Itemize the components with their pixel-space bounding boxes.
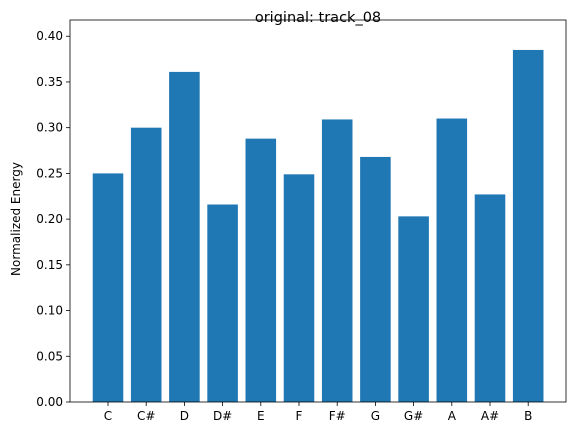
bar-b <box>512 49 544 402</box>
x-tick-label: E <box>257 409 265 423</box>
bar-g-sharp <box>398 216 429 402</box>
bar-f <box>283 174 315 402</box>
y-tick-label: 0.05 <box>36 349 63 363</box>
y-ticks-group: 0.00 0.05 0.10 0.15 0.20 0.25 0.30 0.35 0.40 <box>36 29 70 409</box>
bar-c-sharp <box>130 127 162 403</box>
y-axis-label: Normalized Energy <box>9 162 23 276</box>
bar-a <box>436 118 468 402</box>
x-tick-label: F# <box>329 409 346 423</box>
x-tick-label: D <box>180 409 189 423</box>
y-tick-label: 0.00 <box>36 395 63 409</box>
x-tick-label: A <box>448 409 457 423</box>
x-ticks-group: C C# D D# E F F# G G# A A# B <box>104 402 532 423</box>
bar-d <box>169 71 200 403</box>
bar-e <box>245 138 277 402</box>
plot-frame <box>69 19 567 403</box>
bars-group <box>92 49 544 403</box>
y-tick-label: 0.10 <box>36 304 63 318</box>
bar-a-sharp <box>474 194 506 402</box>
bar-d-sharp <box>207 204 238 402</box>
x-tick-label: G <box>371 409 380 423</box>
x-tick-label: G# <box>404 409 423 423</box>
bar-c <box>92 173 124 402</box>
y-tick-label: 0.30 <box>36 121 63 135</box>
x-tick-label: B <box>524 409 532 423</box>
y-tick-label: 0.15 <box>36 258 63 272</box>
bar-g <box>360 156 391 402</box>
x-tick-label: A# <box>481 409 499 423</box>
x-tick-label: F <box>296 409 303 423</box>
chart-title: original: track_08 <box>255 10 381 26</box>
x-tick-label: C# <box>137 409 155 423</box>
bar-f-sharp <box>321 119 353 402</box>
x-tick-label: D# <box>213 409 232 423</box>
x-tick-label: C <box>104 409 112 423</box>
y-tick-label: 0.35 <box>36 75 63 89</box>
y-tick-label: 0.25 <box>36 166 63 180</box>
y-tick-label: 0.20 <box>36 212 63 226</box>
y-tick-label: 0.40 <box>36 29 63 43</box>
